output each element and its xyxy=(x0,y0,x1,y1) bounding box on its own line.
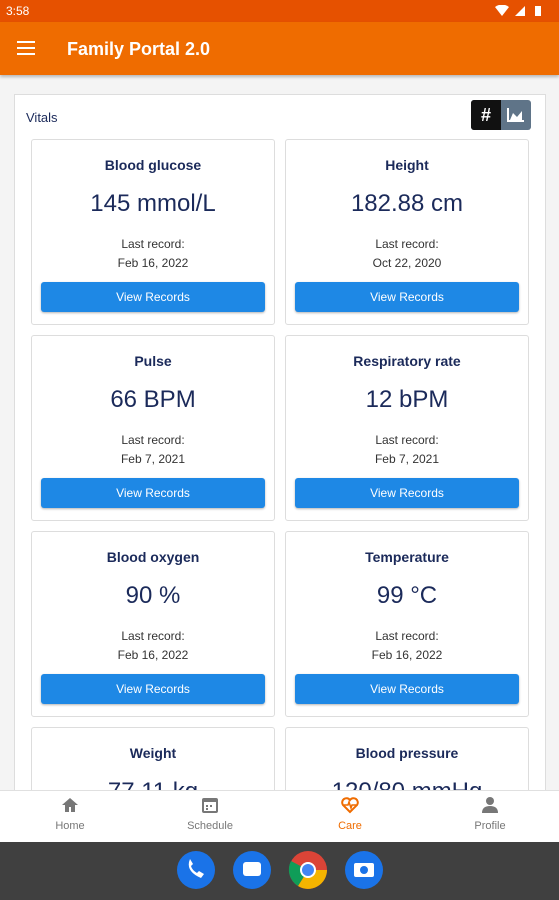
last-record-date: Feb 16, 2022 xyxy=(117,648,189,662)
nav-icon xyxy=(341,797,359,814)
vital-name: Temperature xyxy=(365,549,449,565)
bottom-nav xyxy=(0,790,559,843)
vital-card: Respiratory rate 12 bPM Last record: Feb 7,… xyxy=(285,335,529,521)
section-title: Vitals xyxy=(26,110,58,125)
vital-name: Pulse xyxy=(134,353,172,369)
last-record-label: Last record: xyxy=(121,629,185,643)
last-record-label: Last record: xyxy=(375,629,439,643)
nav-icon xyxy=(482,797,498,813)
app-bar: Family Portal 2.0 xyxy=(0,22,559,75)
last-record-date: Feb 7, 2021 xyxy=(374,452,440,466)
nav-label: Schedule xyxy=(187,820,233,832)
vital-card: Blood glucose 145 mmol/L Last record: Feb 1… xyxy=(31,139,275,325)
vital-card: Pulse 66 BPM Last record: Feb 7, 2021 View R… xyxy=(31,335,275,521)
vital-card: Temperature 99 °C Last record: Feb 16, 2022… xyxy=(285,531,529,717)
view-toggle[interactable]: # xyxy=(471,100,531,130)
app-title: Family Portal 2.0 xyxy=(67,39,211,59)
dock-icons xyxy=(177,851,383,889)
view-records-button[interactable]: View Records xyxy=(295,282,519,312)
vital-name: Weight xyxy=(129,745,177,761)
vital-value: 145 mmol/L xyxy=(90,190,216,217)
phone-app[interactable] xyxy=(177,851,215,889)
android-dock xyxy=(0,842,559,900)
nav-label: Care xyxy=(338,820,362,832)
last-record-label: Last record: xyxy=(375,433,439,447)
last-record-date: Oct 22, 2020 xyxy=(372,256,442,270)
last-record-date: Feb 7, 2021 xyxy=(120,452,186,466)
nav-item[interactable]: Profile xyxy=(420,790,559,842)
vital-value: 99 °C xyxy=(376,582,438,609)
vital-value: 182.88 cm xyxy=(350,190,464,217)
last-record-label: Last record: xyxy=(121,433,185,447)
chart-view-icon[interactable] xyxy=(507,108,525,122)
status-bar: 3:58 xyxy=(0,0,559,22)
vital-card: Blood oxygen 90 % Last record: Feb 16, 2022… xyxy=(31,531,275,717)
vital-name: Blood oxygen xyxy=(106,549,200,565)
last-record-label: Last record: xyxy=(121,237,185,251)
nav-label: Profile xyxy=(474,820,506,832)
view-records-button[interactable]: View Records xyxy=(295,674,519,704)
vital-value: 12 bPM xyxy=(365,386,449,413)
nav-item[interactable]: Schedule xyxy=(140,790,280,842)
vital-name: Height xyxy=(385,157,429,173)
menu-button[interactable] xyxy=(17,41,35,55)
nav-icon xyxy=(202,798,218,813)
last-record-date: Feb 16, 2022 xyxy=(371,648,443,662)
nav-item[interactable]: Care xyxy=(280,790,420,842)
vital-value: 90 % xyxy=(125,582,181,609)
nav-label: Home xyxy=(55,820,85,832)
view-records-button[interactable]: View Records xyxy=(295,478,519,508)
vital-card: Height 182.88 cm Last record: Oct 22, 2020 V… xyxy=(285,139,529,325)
nav-item[interactable]: Home xyxy=(0,790,140,842)
view-records-button[interactable]: View Records xyxy=(41,478,265,508)
vital-name: Respiratory rate xyxy=(353,353,461,369)
vital-name: Blood glucose xyxy=(104,157,202,173)
time: 3:58 xyxy=(6,4,30,18)
view-records-button[interactable]: View Records xyxy=(41,674,265,704)
grid-view-icon[interactable]: # xyxy=(471,100,501,130)
view-records-button[interactable]: View Records xyxy=(41,282,265,312)
nav-icon xyxy=(62,798,78,812)
vital-name: Blood pressure xyxy=(355,745,459,761)
vital-value: 66 BPM xyxy=(110,386,196,413)
status-icons xyxy=(495,5,541,16)
last-record-date: Feb 16, 2022 xyxy=(117,256,189,270)
last-record-label: Last record: xyxy=(375,237,439,251)
